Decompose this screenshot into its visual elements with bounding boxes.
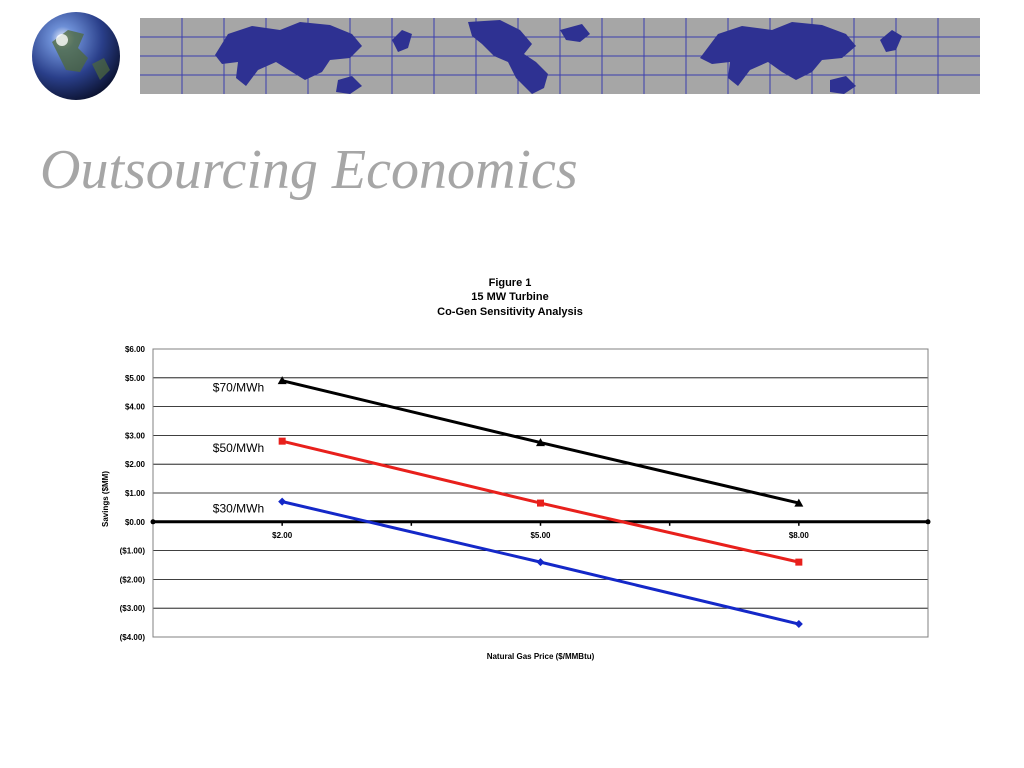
slide-title: Outsourcing Economics — [40, 139, 578, 201]
chart-title-line-2: 15 MW Turbine — [471, 291, 548, 303]
chart-gridlines — [153, 348, 928, 638]
y-tick-label: $6.00 — [125, 345, 146, 354]
x-tick-label: $2.00 — [272, 531, 293, 540]
series-label: $30/MWh — [213, 502, 264, 516]
y-tick-label: $4.00 — [125, 403, 146, 412]
y-tick-label: $1.00 — [125, 489, 146, 498]
y-axis-label: Savings ($MM) — [101, 471, 110, 527]
y-tick-label: ($3.00) — [120, 604, 146, 613]
series-labels: $70/MWh $50/MWh $30/MWh — [213, 381, 264, 516]
y-tick-label: ($4.00) — [120, 633, 146, 642]
chart-title: Figure 1 15 MW Turbine Co-Gen Sensitivit… — [437, 277, 583, 318]
data-point — [278, 437, 286, 445]
world-map-icon — [140, 18, 980, 94]
y-tick-label: $3.00 — [125, 431, 146, 440]
x-tick-label: $8.00 — [789, 531, 810, 540]
x-axis — [150, 519, 931, 526]
y-tick-label: ($2.00) — [120, 575, 146, 584]
x-axis-label: Natural Gas Price ($/MMBtu) — [487, 652, 595, 661]
data-point — [794, 620, 803, 629]
x-tick-label: $5.00 — [530, 531, 551, 540]
y-axis-tick-labels: $6.00 $5.00 $4.00 $3.00 $2.00 $1.00 $0.00 ($1.0… — [120, 345, 146, 642]
series-label: $70/MWh — [213, 381, 264, 395]
axis-end-dot — [925, 519, 931, 525]
chart-title-line-3: Co-Gen Sensitivity Analysis — [437, 306, 583, 318]
sensitivity-chart: Figure 1 15 MW Turbine Co-Gen Sensitivit… — [101, 277, 931, 661]
data-point — [277, 376, 287, 385]
data-point — [537, 499, 544, 507]
series-label: $50/MWh — [213, 441, 264, 455]
plot-area — [152, 348, 929, 638]
data-point — [278, 497, 287, 506]
y-tick-label: $2.00 — [125, 460, 146, 469]
globe-icon — [26, 6, 126, 106]
chart-title-line-1: Figure 1 — [489, 277, 532, 289]
y-tick-label: $5.00 — [125, 374, 146, 383]
x-axis-tick-labels: $2.00 $5.00 $8.00 — [272, 531, 809, 540]
header-banner — [26, 6, 980, 106]
axis-end-dot — [150, 519, 156, 525]
data-point — [794, 498, 804, 507]
series-lines — [277, 376, 804, 629]
data-point — [795, 558, 803, 566]
y-tick-label: ($1.00) — [120, 547, 146, 556]
data-point — [536, 558, 545, 567]
y-tick-label: $0.00 — [125, 518, 146, 527]
data-point — [536, 438, 545, 447]
